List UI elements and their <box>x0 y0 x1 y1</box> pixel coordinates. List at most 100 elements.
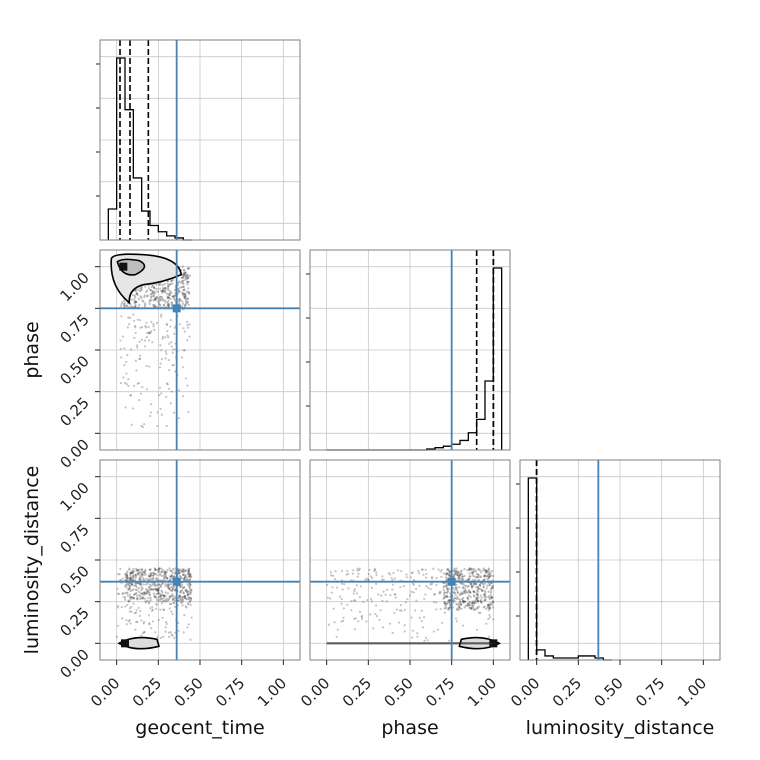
sample-point <box>138 570 141 574</box>
sample-point <box>487 595 491 598</box>
sample-point <box>168 595 171 598</box>
sample-point <box>128 586 131 590</box>
histogram-step-geocent_time <box>107 57 192 241</box>
sample-point <box>445 594 448 597</box>
sample-point <box>445 572 448 575</box>
sample-point <box>189 600 192 603</box>
sample-point <box>326 596 329 599</box>
sample-point <box>443 600 446 604</box>
sample-point <box>444 604 447 608</box>
y-tick-label: 1.00 <box>56 269 92 305</box>
sample-point <box>427 586 430 589</box>
sample-point <box>477 605 481 608</box>
sample-point <box>466 569 469 572</box>
sample-point <box>481 589 484 593</box>
sample-point <box>467 578 471 581</box>
sample-point <box>353 628 357 631</box>
sample-point <box>152 286 156 289</box>
sample-point <box>469 595 472 598</box>
sample-point <box>483 598 487 602</box>
sample-point <box>154 297 158 300</box>
sample-point <box>147 590 150 593</box>
sample-point <box>165 622 168 625</box>
sample-point <box>152 294 155 297</box>
sample-point <box>488 603 492 607</box>
sample-point <box>352 569 355 572</box>
sample-point <box>186 300 190 303</box>
sample-point <box>446 591 449 594</box>
sample-point <box>171 571 174 575</box>
sample-point <box>459 573 462 576</box>
sample-point <box>189 583 192 587</box>
sample-point <box>169 289 172 293</box>
sample-point <box>422 626 425 629</box>
sample-point <box>464 587 467 590</box>
sample-point <box>184 295 187 298</box>
sample-point <box>382 590 385 593</box>
sample-point <box>130 582 134 585</box>
sample-point <box>147 585 151 589</box>
sample-point <box>466 596 470 599</box>
sample-point <box>486 578 489 581</box>
sample-point <box>152 325 155 328</box>
sample-point <box>163 572 167 575</box>
sample-point <box>148 568 152 571</box>
sample-point <box>454 571 457 575</box>
sample-point <box>135 292 139 296</box>
sample-point <box>372 627 375 630</box>
sample-point <box>447 608 450 611</box>
sample-point <box>448 569 451 572</box>
sample-point <box>483 605 486 608</box>
sample-point <box>183 304 187 308</box>
x-tick-label: 1.00 <box>464 674 500 710</box>
sample-point <box>458 575 461 578</box>
sample-point <box>442 586 445 589</box>
sample-point <box>177 568 180 571</box>
sample-point <box>180 276 183 280</box>
sample-point <box>150 320 153 324</box>
sample-point <box>134 304 137 307</box>
y-tick-label: 0.50 <box>56 352 92 388</box>
sample-point <box>460 603 463 606</box>
sample-point <box>132 575 135 578</box>
sample-point <box>154 631 157 634</box>
sample-point <box>136 589 139 592</box>
sample-point <box>153 567 156 570</box>
sample-point <box>172 296 175 299</box>
sample-point <box>168 583 171 586</box>
sample-point <box>124 579 127 582</box>
sample-point <box>187 326 190 329</box>
sample-point <box>123 304 126 307</box>
sample-point <box>170 633 173 636</box>
sample-point <box>184 574 187 577</box>
sample-point <box>182 568 185 571</box>
sample-point <box>129 394 132 397</box>
sample-point <box>181 273 185 276</box>
sample-point <box>364 579 367 582</box>
sample-point <box>160 358 164 361</box>
sample-point <box>149 289 152 292</box>
sample-point <box>387 572 390 575</box>
sample-point <box>124 406 127 409</box>
sample-point <box>424 636 427 640</box>
sample-point <box>120 315 123 318</box>
sample-point <box>146 582 149 585</box>
sample-point <box>350 599 353 603</box>
sample-point <box>133 336 136 340</box>
sample-point <box>381 575 384 578</box>
sample-point <box>181 583 184 587</box>
sample-point <box>143 295 146 299</box>
sample-point <box>141 573 144 576</box>
sample-point <box>171 586 174 589</box>
sample-point <box>170 301 173 304</box>
sample-point <box>126 576 129 579</box>
sample-point <box>464 584 468 588</box>
sample-point <box>440 568 443 572</box>
sample-point <box>404 601 407 604</box>
sample-point <box>184 605 187 608</box>
sample-point <box>178 571 182 574</box>
sample-point <box>125 360 128 364</box>
sample-point <box>167 358 171 362</box>
sample-point <box>150 584 153 588</box>
sample-point <box>148 568 152 572</box>
